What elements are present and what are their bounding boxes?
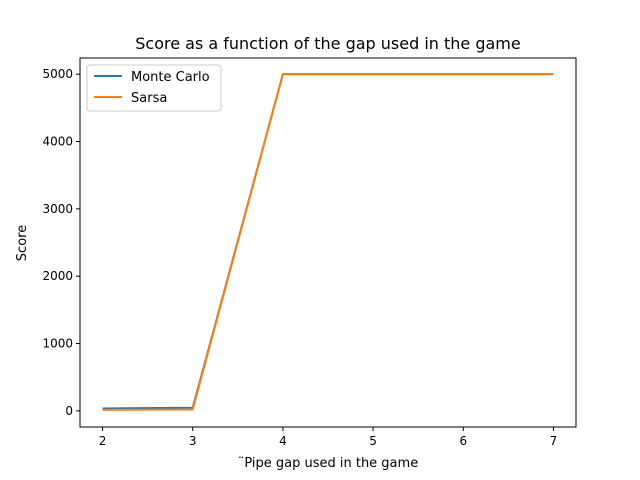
x-axis-ticks: 2 3 4 5 6 7	[99, 427, 558, 448]
y-tick-label: 0	[65, 404, 73, 418]
legend-label-monte-carlo: Monte Carlo	[131, 70, 210, 85]
x-axis-label: ¨Pipe gap used in the game	[238, 456, 418, 471]
x-tick-label: 3	[189, 434, 197, 448]
series-lines	[102, 73, 554, 411]
chart-title: Score as a function of the gap used in t…	[135, 34, 520, 53]
series-line-sarsa	[102, 73, 554, 411]
x-tick-label: 5	[369, 434, 377, 448]
x-tick-label: 4	[279, 434, 287, 448]
plot-frame	[79, 57, 577, 428]
y-tick-label: 3000	[42, 202, 73, 216]
legend: Monte Carlo Sarsa	[86, 64, 222, 112]
y-tick-label: 5000	[42, 67, 73, 81]
x-tick-label: 6	[459, 434, 467, 448]
legend-label-sarsa: Sarsa	[131, 91, 167, 106]
y-axis-label: Score	[15, 225, 30, 261]
x-tick-label: 2	[99, 434, 107, 448]
y-axis-ticks: 0 1000 2000 3000 4000 5000	[42, 67, 80, 418]
y-tick-label: 2000	[42, 269, 73, 283]
x-tick-label: 7	[550, 434, 558, 448]
y-tick-label: 4000	[42, 134, 73, 148]
plot-area	[80, 58, 576, 427]
y-tick-label: 1000	[42, 337, 73, 351]
